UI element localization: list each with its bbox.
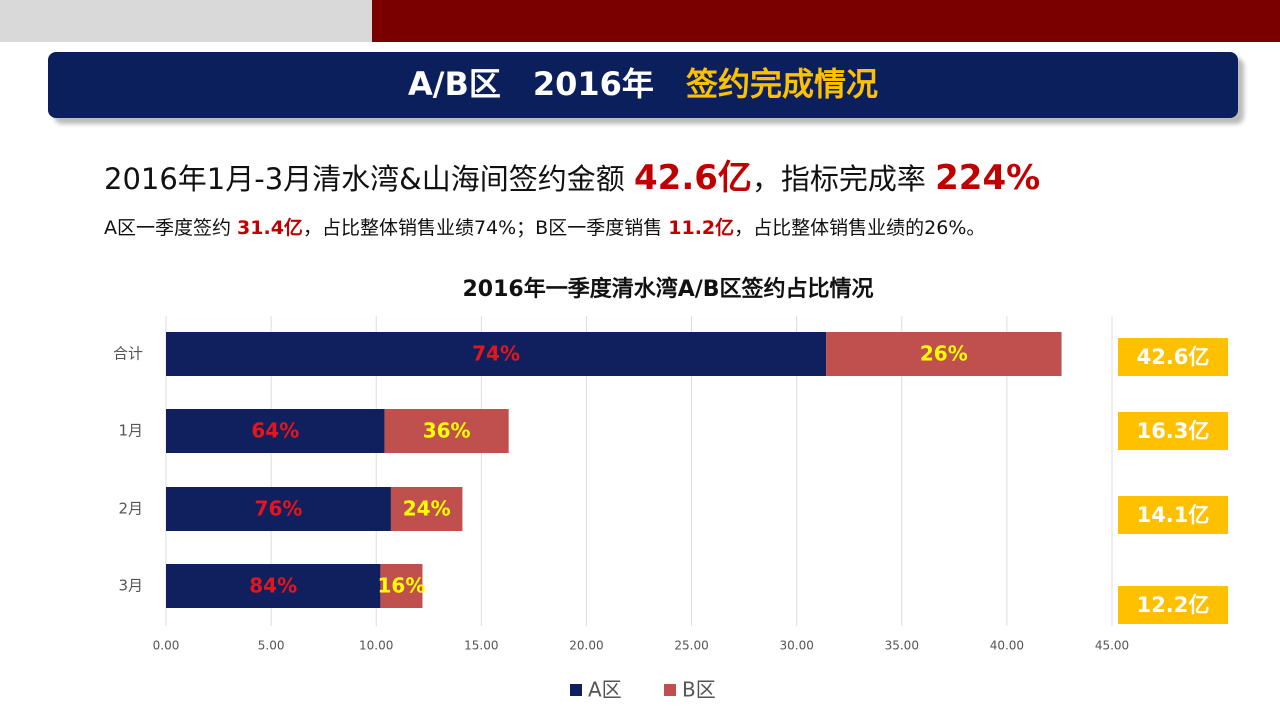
y-tick-label: 1月 <box>118 422 143 440</box>
y-tick-label: 2月 <box>118 500 143 518</box>
legend-swatch <box>664 684 676 696</box>
top-strip <box>0 0 372 42</box>
bar-segment <box>384 409 509 453</box>
x-tick-label: 15.00 <box>464 639 498 653</box>
x-tick-label: 30.00 <box>779 639 813 653</box>
x-tick-label: 35.00 <box>885 639 919 653</box>
x-tick-label: 40.00 <box>990 639 1024 653</box>
text: ，占比整体销售业绩74%；B区一季度销售 <box>302 217 669 239</box>
text: A区一季度签约 <box>104 217 238 239</box>
x-tick-label: 25.00 <box>674 639 708 653</box>
highlight: 42.6亿 <box>634 158 752 198</box>
bar-segment <box>390 487 463 531</box>
data-label: 26% <box>920 342 968 366</box>
total-box <box>1118 586 1228 624</box>
bar-segment <box>166 564 381 608</box>
data-label: 74% <box>472 342 520 366</box>
x-tick-label: 45.00 <box>1095 639 1129 653</box>
header-title: 签约完成情况 <box>685 65 878 103</box>
data-label: 64% <box>251 419 299 443</box>
total-box <box>1118 496 1228 534</box>
chart-title: 2016年一季度清水湾A/B区签约占比情况 <box>462 276 873 302</box>
header-title: A/B区 2016年 <box>408 65 654 103</box>
bar-segment <box>380 564 423 608</box>
highlight: 31.4亿 <box>237 217 303 239</box>
data-label: 36% <box>423 419 471 443</box>
x-tick-label: 10.00 <box>359 639 393 653</box>
y-tick-label: 3月 <box>118 577 143 595</box>
total-box <box>1118 338 1228 376</box>
legend-label: A区 <box>588 678 622 702</box>
data-label: 16% <box>378 574 426 598</box>
text: ，占比整体销售业绩的26%。 <box>734 217 986 239</box>
subline: A区一季度签约 31.4亿，占比整体销售业绩74%；B区一季度销售 11.2亿，… <box>104 213 985 240</box>
total-label: 12.2亿 <box>1137 593 1210 617</box>
data-label: 84% <box>249 574 297 598</box>
y-tick-label: 合计 <box>113 345 143 363</box>
header: A/B区 2016年 签约完成情况 <box>48 52 1238 118</box>
total-label: 14.1亿 <box>1137 503 1210 527</box>
legend-label: B区 <box>682 678 716 702</box>
data-label: 76% <box>255 497 303 521</box>
text: ，指标完成率 <box>751 162 936 196</box>
headline: 2016年1月-3月清水湾&山海间签约金额 42.6亿，指标完成率 224% <box>104 150 1040 199</box>
total-label: 42.6亿 <box>1137 345 1210 369</box>
bar-segment <box>166 487 391 531</box>
bar-segment <box>166 409 385 453</box>
x-tick-label: 20.00 <box>569 639 603 653</box>
top-strip <box>372 0 1280 42</box>
highlight: 224% <box>935 158 1041 198</box>
legend-swatch <box>570 684 582 696</box>
x-tick-label: 0.00 <box>153 639 180 653</box>
bar-segment <box>166 332 827 376</box>
text: 2016年1月-3月清水湾&山海间签约金额 <box>104 162 635 196</box>
data-label: 24% <box>403 497 451 521</box>
bar-segment <box>826 332 1062 376</box>
total-box <box>1118 412 1228 450</box>
highlight: 11.2亿 <box>668 217 735 239</box>
total-label: 16.3亿 <box>1137 419 1210 443</box>
x-tick-label: 5.00 <box>258 639 285 653</box>
